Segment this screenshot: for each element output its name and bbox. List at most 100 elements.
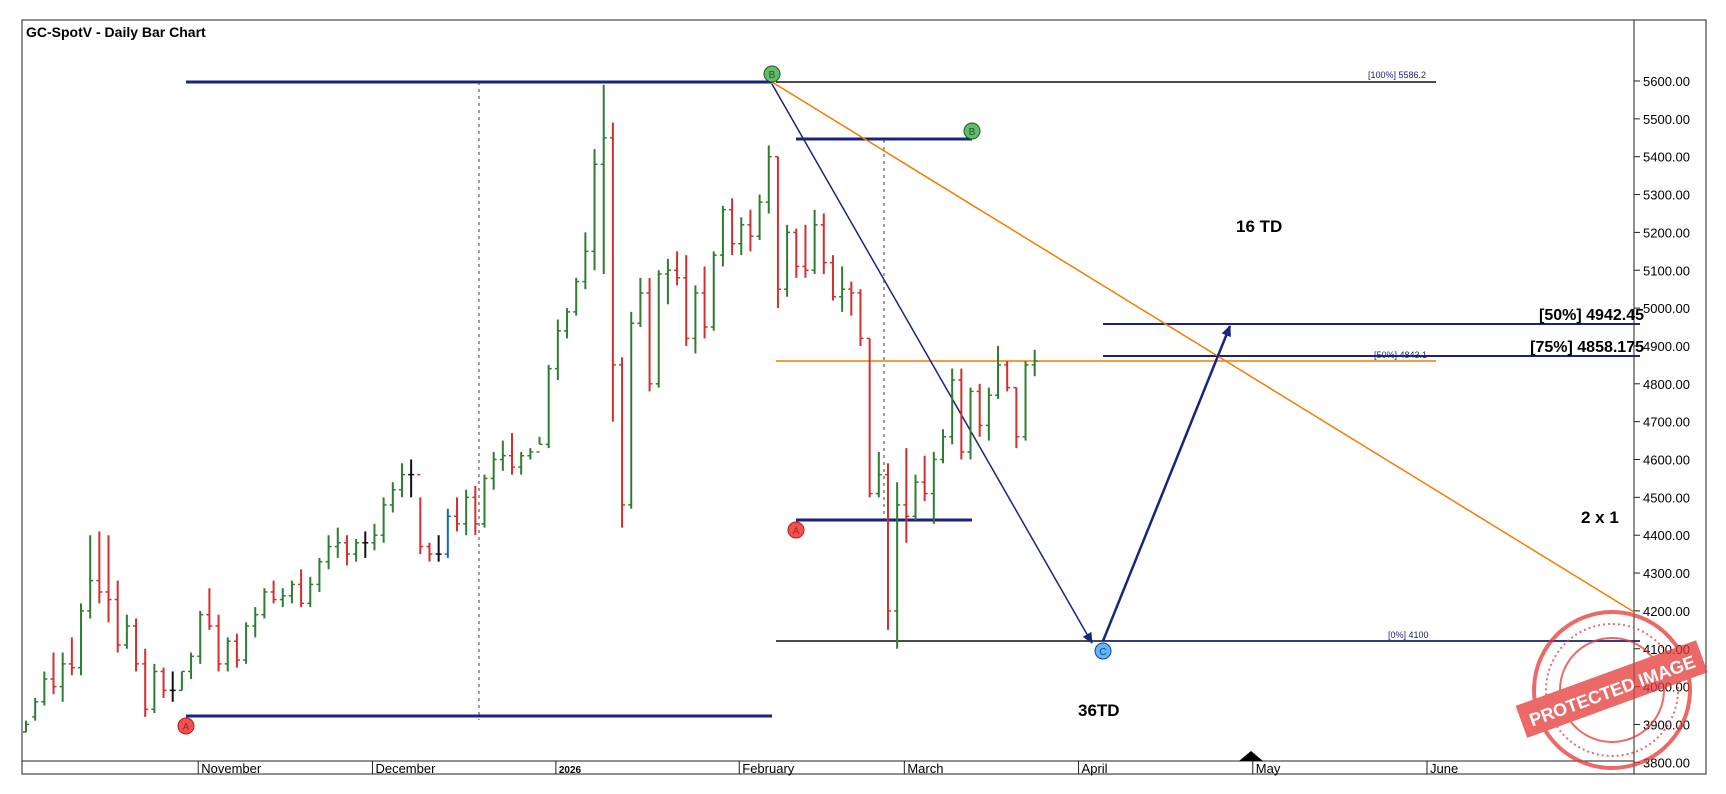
ohlc-bar xyxy=(1031,349,1038,377)
ohlc-bar xyxy=(307,576,314,608)
ohlc-bar xyxy=(857,289,864,346)
ohlc-bar xyxy=(976,383,983,437)
ohlc-bar xyxy=(288,580,295,604)
fib-label-0: [0%] 4100 xyxy=(1388,630,1429,640)
x-tick-label: February xyxy=(742,761,795,776)
ohlc-bar xyxy=(820,213,827,275)
pivot-marker-a: A xyxy=(787,521,805,539)
ohlc-bar xyxy=(692,285,699,354)
ohlc-bar xyxy=(32,697,39,721)
ohlc-bar xyxy=(875,451,882,498)
x-tick-label: April xyxy=(1082,761,1108,776)
ohlc-bar xyxy=(178,670,185,692)
pivot-marker-b: B xyxy=(963,122,981,140)
x-tick-label: 2026 xyxy=(559,765,582,776)
ohlc-bar xyxy=(573,277,580,316)
time-marker-triangle xyxy=(1239,751,1263,761)
y-tick-label: 5500.00 xyxy=(1643,112,1690,127)
ohlc-bar xyxy=(655,270,662,388)
y-tick-label: 4800.00 xyxy=(1643,377,1690,392)
y-tick-label: 3800.00 xyxy=(1643,755,1690,770)
ohlc-bar xyxy=(683,255,690,346)
ohlc-bar xyxy=(1013,386,1020,449)
down-arrow xyxy=(771,83,1093,644)
ohlc-bar xyxy=(710,251,717,331)
ohlc-bar xyxy=(719,205,726,267)
ohlc-bar xyxy=(105,535,112,623)
ohlc-bar xyxy=(444,508,451,558)
ohlc-bar xyxy=(417,473,424,555)
y-tick-label: 4300.00 xyxy=(1643,566,1690,581)
ohlc-bar xyxy=(261,588,268,619)
pivot-marker-a: A xyxy=(177,717,195,735)
plot-frame xyxy=(21,19,1707,775)
ohlc-bar xyxy=(151,663,158,714)
x-tick-label: November xyxy=(201,761,262,776)
ohlc-bar xyxy=(353,538,360,562)
pivot-marker-label: B xyxy=(969,127,976,138)
ohlc-bar xyxy=(206,588,213,630)
pivot-marker-label: C xyxy=(1099,647,1106,658)
ohlc-bar xyxy=(114,580,121,653)
annotation-75pct: [75%] 4858.175 xyxy=(1530,339,1644,356)
ohlc-bar xyxy=(490,451,497,490)
ohlc-bar xyxy=(233,633,240,668)
ohlc-bar xyxy=(637,277,644,328)
ohlc-bar xyxy=(848,281,855,316)
pivot-marker-label: A xyxy=(793,526,800,537)
x-tick-label: March xyxy=(907,761,943,776)
ohlc-bar xyxy=(646,277,653,392)
ohlc-bar xyxy=(518,451,525,475)
ohlc-bar xyxy=(398,463,405,498)
ohlc-bar xyxy=(591,149,598,271)
ohlc-bar xyxy=(784,224,791,297)
y-tick-label: 5400.00 xyxy=(1643,150,1690,165)
y-tick-label: 4600.00 xyxy=(1643,453,1690,468)
ohlc-bar xyxy=(68,637,75,676)
ohlc-bar xyxy=(133,618,140,672)
ohlc-bar xyxy=(123,614,130,649)
y-axis: 3800.003900.004000.004100.004200.004300.… xyxy=(1634,74,1690,770)
ohlc-bar xyxy=(316,557,323,592)
ohlc-bar xyxy=(774,155,781,309)
ohlc-bar xyxy=(793,228,800,278)
y-tick-label: 4500.00 xyxy=(1643,490,1690,505)
ohlc-bar xyxy=(628,311,635,509)
ohlc-bar xyxy=(903,448,910,543)
ohlc-bar xyxy=(389,482,396,513)
pivot-marker-b: B xyxy=(763,65,781,83)
x-axis: November December 2026 February March April Ma… xyxy=(197,761,1458,776)
annotation-2x1: 2 x 1 xyxy=(1581,508,1619,527)
ohlc-bar xyxy=(362,531,369,558)
pivot-marker-label: A xyxy=(183,722,190,733)
y-tick-label: 4200.00 xyxy=(1643,604,1690,619)
y-tick-label: 4700.00 xyxy=(1643,415,1690,430)
ohlc-bar xyxy=(243,622,250,664)
ohlc-bar xyxy=(279,588,286,608)
ohlc-bar xyxy=(463,489,470,536)
ohlc-bar xyxy=(619,357,626,528)
ohlc-bar xyxy=(921,455,928,502)
ohlc-bar xyxy=(765,145,772,214)
ohlc-bar xyxy=(536,436,543,453)
ohlc-bar xyxy=(334,527,341,558)
y-tick-label: 5600.00 xyxy=(1643,74,1690,89)
y-tick-label: 4400.00 xyxy=(1643,528,1690,543)
ohlc-bar xyxy=(252,607,259,638)
ohlc-bar xyxy=(930,451,937,524)
ohlc-bar xyxy=(545,364,552,449)
ohlc-bar xyxy=(435,535,442,562)
ohlc-bar xyxy=(472,485,479,536)
ohlc-bar xyxy=(23,720,29,733)
ohlc-bar xyxy=(408,459,415,498)
y-tick-label: 5200.00 xyxy=(1643,225,1690,240)
ohlc-bar xyxy=(995,345,1002,399)
y-tick-label: 5100.00 xyxy=(1643,263,1690,278)
ohlc-bar xyxy=(78,603,85,676)
ohlc-bar xyxy=(894,482,901,649)
ohlc-bar xyxy=(41,671,48,706)
ohlc-bar xyxy=(197,610,204,664)
chart-title: GC-SpotV - Daily Bar Chart xyxy=(26,24,206,40)
ohlc-bar xyxy=(188,652,195,680)
ohlc-bar xyxy=(453,497,460,532)
